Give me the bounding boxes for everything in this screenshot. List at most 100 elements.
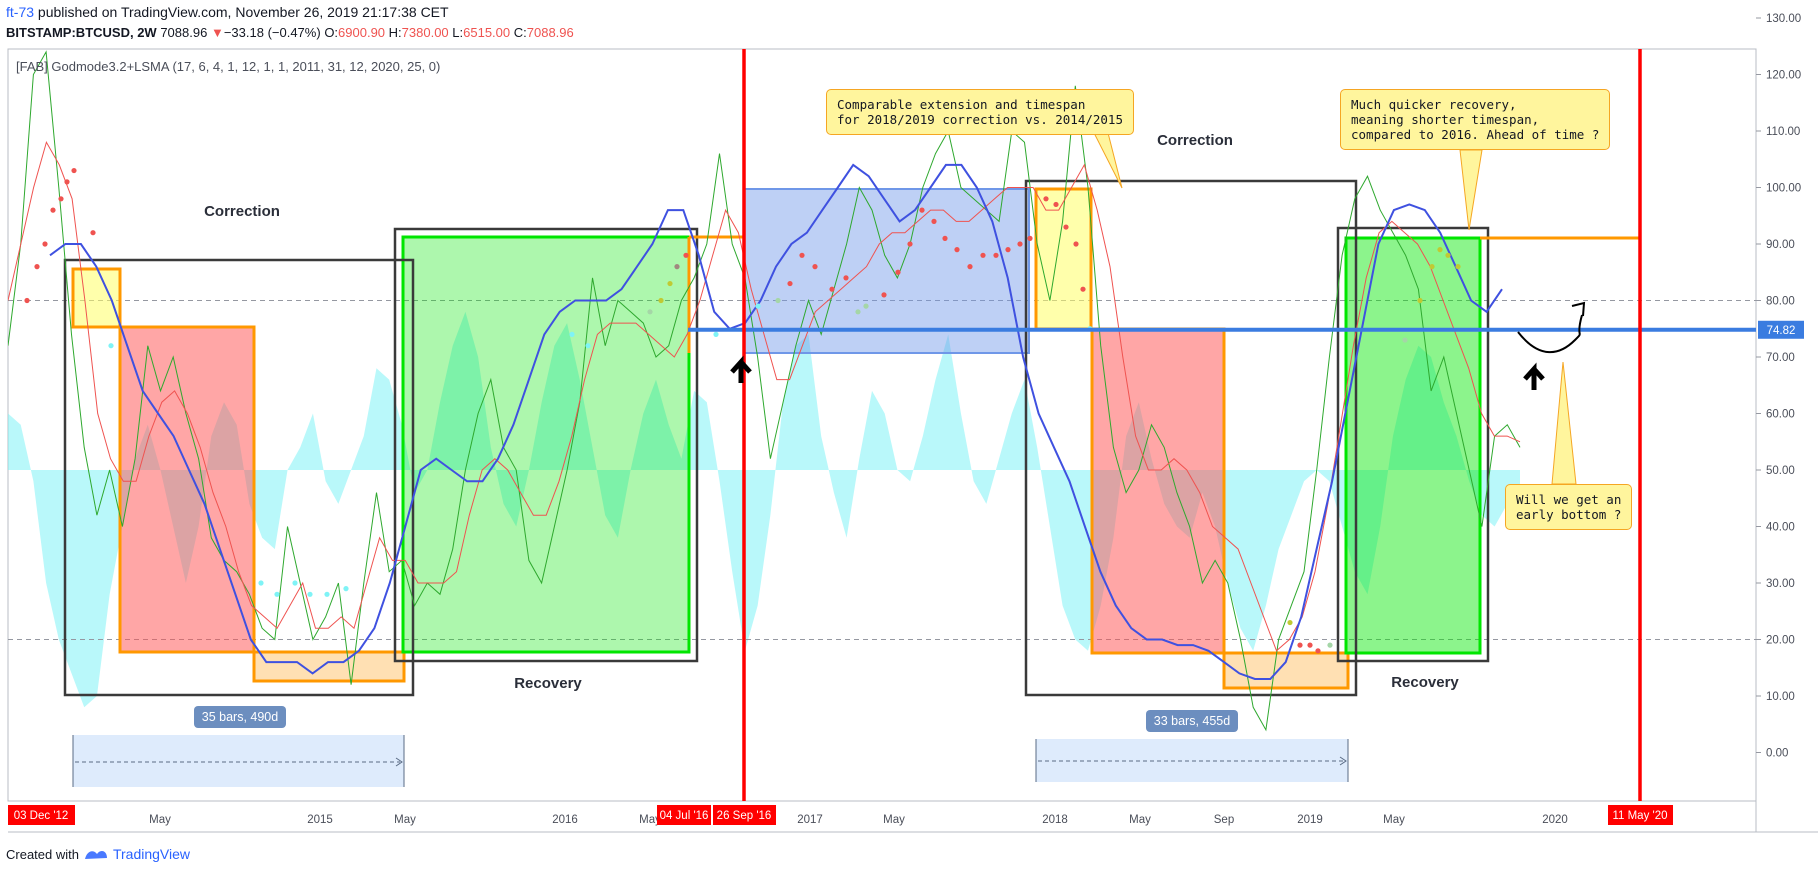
- signal-dot: [1053, 201, 1059, 208]
- signal-dot: [1307, 642, 1313, 648]
- frame-recovery-right: [1336, 226, 1490, 663]
- signal-dot: [307, 591, 313, 597]
- blue-consolidation-zone: [743, 188, 1030, 354]
- signal-dot: [1043, 196, 1049, 202]
- high-value: 7380.00: [401, 25, 449, 40]
- signal-dot: [1455, 264, 1461, 270]
- signal-dot: [1437, 247, 1443, 253]
- series-line-oscillator-red: [8, 141, 1521, 652]
- recovery-green-zone-left: [401, 235, 691, 654]
- signal-dot: [108, 343, 114, 349]
- date-flag-may20: [1608, 805, 1673, 825]
- author-link[interactable]: ft-73: [6, 4, 35, 20]
- date-flag-start: [8, 805, 75, 825]
- callout-extension: Comparable extension and timespan for 20…: [826, 89, 1134, 135]
- signal-dot: [71, 167, 77, 174]
- x-tick-label: May: [149, 814, 171, 826]
- signal-dots: [24, 167, 1461, 654]
- date-flag-sep16-label: 26 Sep '16: [717, 810, 772, 822]
- signal-dot: [674, 264, 680, 270]
- signal-dot: [324, 591, 330, 597]
- signal-dot: [942, 235, 948, 241]
- signal-dot: [1287, 619, 1293, 626]
- signal-dot: [1417, 297, 1423, 304]
- x-tick-label: 2018: [1042, 814, 1068, 826]
- signal-dot: [1327, 642, 1333, 648]
- signal-dot: [274, 591, 280, 597]
- low-label: L:: [452, 25, 464, 40]
- signal-dot: [1080, 286, 1086, 292]
- x-tick-label: 2019: [1297, 814, 1323, 826]
- signal-dot: [1027, 235, 1033, 241]
- y-tick-label: 120.00: [1766, 70, 1801, 82]
- correction-label-left: Correction: [204, 203, 280, 220]
- close-label: C:: [513, 25, 527, 40]
- recovery-green-zone-right: [1344, 236, 1482, 655]
- tradingview-logo-icon: [84, 850, 107, 859]
- series-line-lsma-blue: [49, 163, 1503, 680]
- y-tick-label: 20.00: [1766, 635, 1795, 647]
- recovery-label-left: Recovery: [514, 675, 582, 692]
- signal-dot: [907, 241, 913, 247]
- signal-dot: [1445, 252, 1451, 258]
- signal-dot: [1005, 247, 1011, 253]
- signal-dot: [775, 297, 781, 304]
- x-tick-label: May: [394, 814, 416, 826]
- signal-dot: [667, 280, 673, 287]
- signal-dot: [1429, 264, 1435, 270]
- x-tick-label: 2020: [1542, 814, 1568, 826]
- signal-dot: [919, 207, 925, 213]
- footer-created-label: Created with: [6, 846, 79, 862]
- signal-dot: [855, 309, 861, 315]
- publish-info: published on TradingView.com, November 2…: [37, 4, 449, 20]
- y-tick-label: 70.00: [1766, 352, 1795, 364]
- signal-dot: [34, 264, 40, 270]
- date-range-left: [73, 735, 404, 787]
- y-tick-label: 60.00: [1766, 409, 1795, 421]
- date-range-left-arrowhead-icon: [395, 757, 403, 767]
- date-range-right-arrowhead-icon: [1339, 756, 1347, 766]
- current-value-label: 74.82: [1767, 325, 1796, 337]
- y-tick-label: 50.00: [1766, 465, 1795, 477]
- signal-dot: [292, 580, 298, 586]
- open-label: O:: [324, 25, 339, 40]
- tradingview-brand-link[interactable]: TradingView: [112, 846, 191, 862]
- x-tick-label: 2016: [552, 814, 578, 826]
- signal-dot: [829, 286, 835, 292]
- open-value: 6900.90: [338, 25, 386, 40]
- signal-dot: [931, 218, 937, 224]
- indicator-label[interactable]: [FAB] Godmode3.2+LSMA (17, 6, 4, 1, 12, …: [16, 59, 440, 74]
- signal-dot: [812, 264, 818, 270]
- signal-dot: [24, 297, 30, 304]
- x-tick-label: 2015: [307, 814, 333, 826]
- date-flag-start-label: 03 Dec '12: [14, 810, 69, 822]
- signal-dot: [967, 264, 973, 270]
- bars-badge-left: [194, 706, 286, 728]
- signal-dot: [1073, 241, 1079, 247]
- y-tick-label: 80.00: [1766, 296, 1795, 308]
- up-arrow-icon-sep16: [730, 355, 752, 383]
- y-tick-label: 130.00: [1766, 13, 1801, 25]
- y-tick-label: 90.00: [1766, 239, 1795, 251]
- signal-dot: [895, 269, 901, 275]
- frame-correction-right: [1024, 179, 1358, 697]
- signal-dot: [881, 292, 887, 298]
- down-arrow-icon: ▼: [210, 25, 224, 40]
- x-tick-label: Sep: [1214, 814, 1234, 826]
- correction-label-right: Correction: [1157, 132, 1233, 149]
- time-axis[interactable]: May 2015 May 2016 May 2017 May 2018 May Sep 2019 Ma…: [149, 814, 1568, 826]
- signal-dot: [954, 247, 960, 253]
- price-axis[interactable]: 130.00 120.00 110.00 100.00 90.00 80.00 70.00 6…: [1756, 13, 1801, 760]
- signal-dot: [42, 241, 48, 247]
- signal-dot: [1063, 224, 1069, 230]
- symbol-line: BITSTAMP:BTCUSD, 2W 7088.96 ▼−33.18 (−0.…: [6, 25, 574, 40]
- signal-dot: [90, 230, 96, 236]
- projection-arrowhead-icon: [1571, 301, 1586, 317]
- y-tick-label: 100.00: [1766, 183, 1801, 195]
- signal-dot: [799, 252, 805, 258]
- bars-badge-right-label: 33 bars, 455d: [1154, 714, 1230, 728]
- signal-dot: [713, 331, 719, 337]
- x-tick-label: May: [1129, 814, 1151, 826]
- signal-dot: [863, 303, 869, 309]
